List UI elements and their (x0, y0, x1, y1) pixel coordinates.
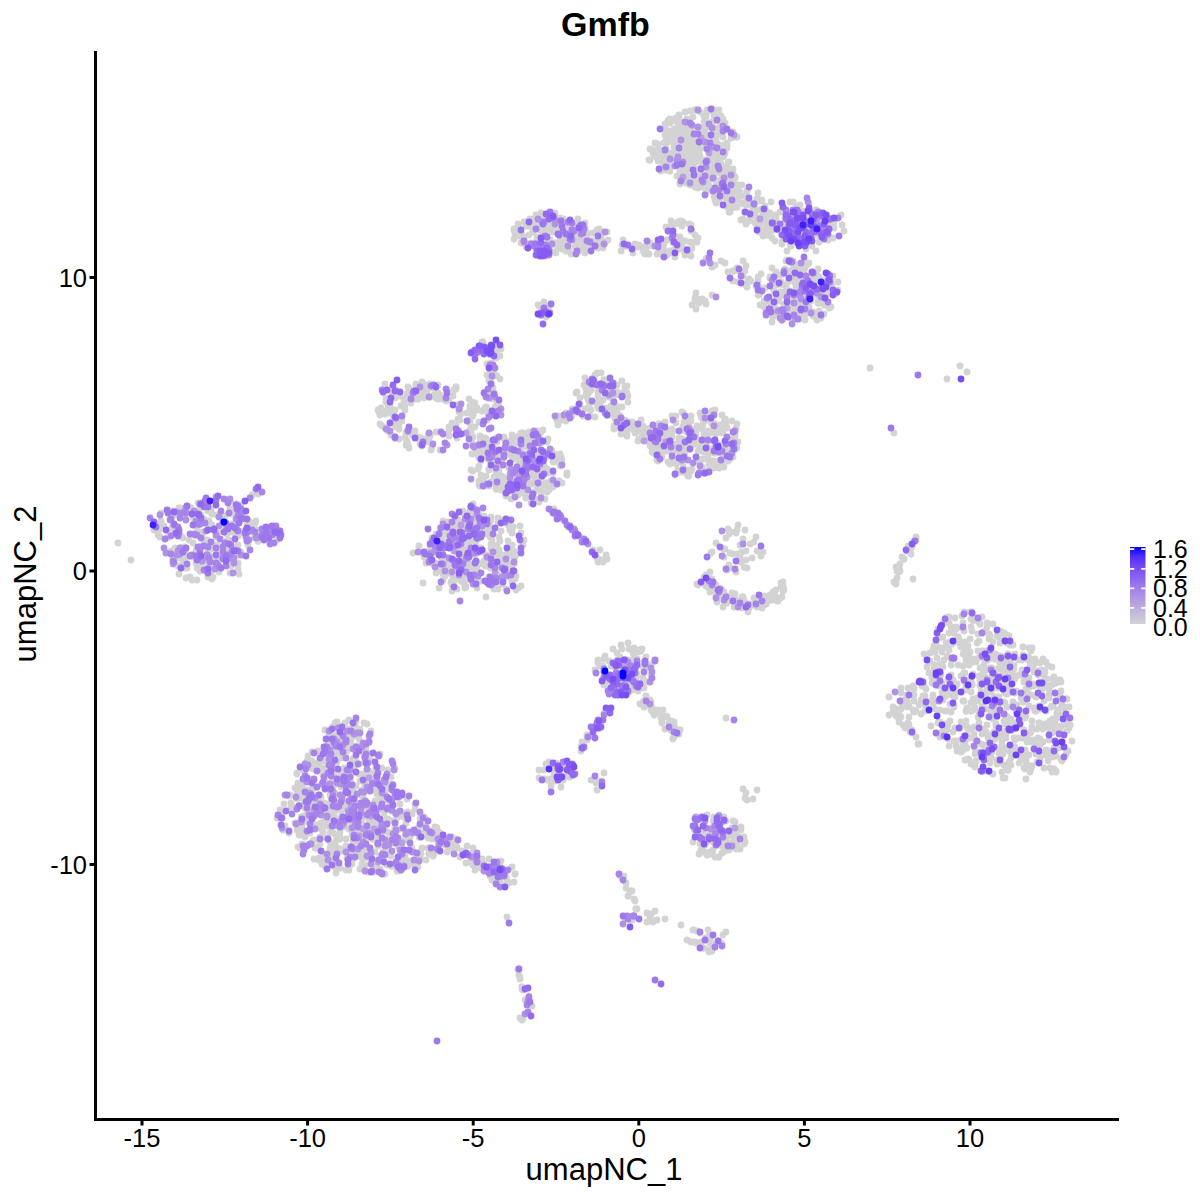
svg-text:umapNC_1: umapNC_1 (526, 1152, 683, 1187)
svg-text:Gmfb: Gmfb (561, 5, 650, 43)
svg-text:0: 0 (632, 1124, 646, 1152)
svg-text:-10: -10 (289, 1124, 326, 1152)
svg-text:0.0: 0.0 (1153, 613, 1188, 641)
svg-text:0: 0 (73, 557, 87, 585)
svg-text:5: 5 (797, 1124, 811, 1152)
svg-text:-15: -15 (124, 1124, 161, 1152)
svg-text:umapNC_2: umapNC_2 (8, 506, 43, 663)
svg-text:10: 10 (956, 1124, 984, 1152)
svg-text:-5: -5 (462, 1124, 485, 1152)
svg-text:-10: -10 (50, 851, 87, 879)
svg-text:10: 10 (59, 264, 87, 292)
